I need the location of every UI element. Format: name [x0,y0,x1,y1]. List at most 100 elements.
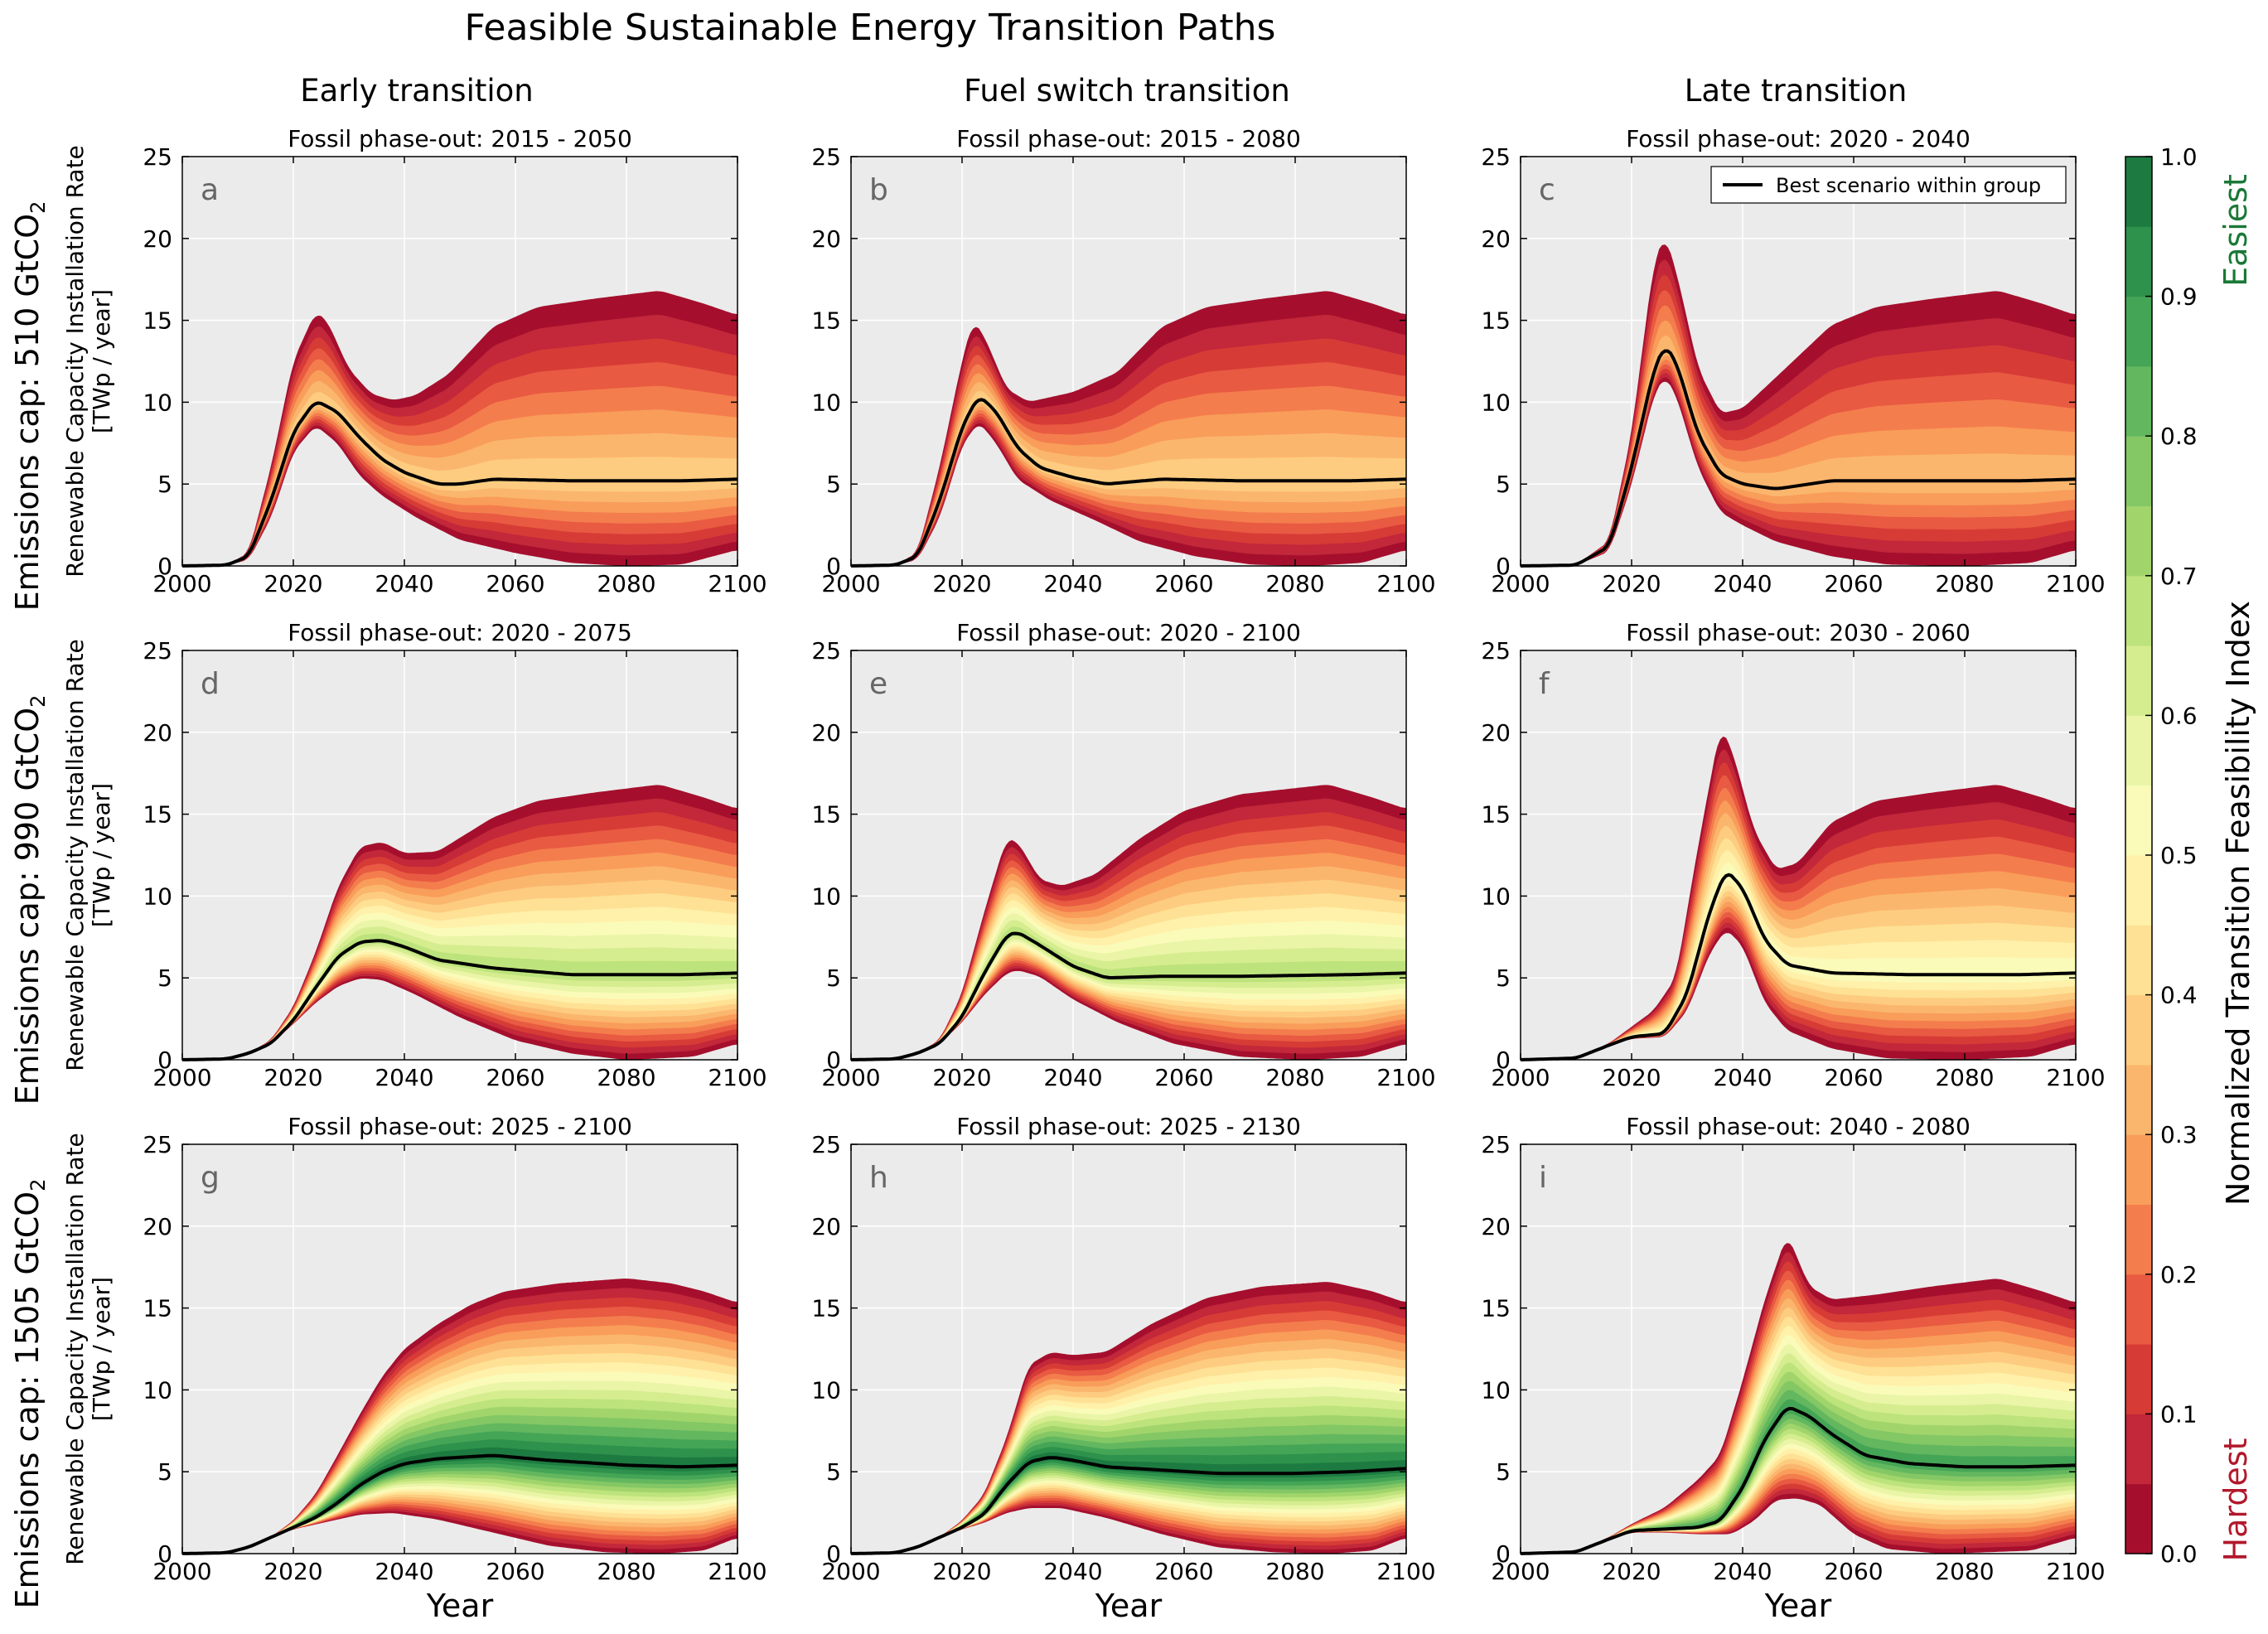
easiest-label-group: Easiest [2217,174,2254,287]
y-tick-label: 10 [143,882,172,910]
row-title-1: Emissions cap: 510 GtCO2 [9,201,50,612]
x-tick-label: 2020 [932,570,991,597]
y-tick-label: 15 [143,307,172,335]
colorbar-segment [2125,575,2152,646]
plot-frame [1520,1143,2077,1554]
x-tick-label: 2060 [1824,570,1883,597]
y-tick-label: 20 [811,225,841,253]
panel-subtitle: Fossil phase-out: 2040 - 2080 [1626,1113,1971,1140]
x-tick-label: 2100 [708,1558,766,1585]
panel-a: 2000 2020 2040 2060 2080 2100 0 5 10 15 20 25 Fossil… [61,125,767,597]
panel-letter: h [869,1161,888,1195]
y-tick-label: 15 [811,307,841,335]
y-tick-label: 20 [811,719,841,747]
colorbar: 0.0 0.1 0.2 0.3 0.4 0.5 0.6 0.7 0.8 0.9 1.0 [2125,143,2198,1568]
best-scenario-line [1521,873,2076,1061]
x-tick-label: 2000 [821,1558,880,1585]
colorbar-segment [2125,855,2152,926]
colorbar-segment [2125,1204,2152,1275]
y-tick-label: 5 [1496,471,1511,498]
colorbar-label-group: Normalized Transition Feasibility Index [2220,601,2256,1206]
y-tick-label: 10 [143,1376,172,1404]
y-tick-label: 0 [157,1540,172,1568]
best-scenario-line [182,1453,737,1555]
y-tick-label: 5 [826,471,841,498]
y-tick-label: 15 [811,801,841,829]
colorbar-segment [2125,1064,2152,1135]
x-tick-label: 2100 [1376,1064,1435,1091]
x-tick-label: 2000 [152,1558,211,1585]
y-tick-label: 5 [1496,1458,1511,1486]
y-axis-label-line2: [TWp / year] [88,783,115,927]
colorbar-segment [2125,157,2152,227]
x-tick-label: 2100 [1376,1558,1435,1585]
panel-subtitle: Fossil phase-out: 2015 - 2050 [288,125,632,152]
y-tick-label: 15 [1481,307,1511,335]
y-axis-label-line1: Renewable Capacity Installation Rate [61,145,89,578]
x-tick-label: 2000 [821,1064,880,1091]
y-tick-label: 0 [157,553,172,580]
colorbar-tick-label: 0.8 [2160,423,2198,450]
y-tick-label: 10 [811,389,841,416]
y-tick-label: 15 [1481,1295,1511,1322]
x-tick-label: 2060 [1154,570,1213,597]
x-tick-label: 2040 [1043,1064,1102,1091]
y-tick-label: 5 [826,1458,841,1486]
y-tick-label: 15 [1481,801,1511,829]
legend-box [1710,166,2067,204]
x-tick-label: 2060 [486,570,544,597]
best-scenario-line [1520,349,2076,568]
panel-subtitle: Fossil phase-out: 2020 - 2100 [956,619,1301,646]
plot-frame [181,650,738,1061]
y-tick-label: 15 [811,1295,841,1322]
x-tick-label: 2080 [1935,1558,1994,1585]
panel-letter: f [1539,667,1550,701]
y-tick-label: 25 [811,1131,841,1158]
x-tick-label: 2100 [708,1064,766,1091]
column-title-3: Late transition [1685,73,1908,109]
colorbar-segment [2125,1134,2152,1205]
y-tick-label: 25 [811,143,841,171]
colorbar-tick-label: 0.4 [2160,982,2198,1009]
x-tick-label: 2040 [1713,1558,1772,1585]
colorbar-segment [2125,925,2152,996]
y-axis-label: Renewable Capacity Installation Rate [TWp… [61,639,115,1071]
colorbar-tick-label: 1.0 [2160,143,2198,171]
panel-letter: d [201,667,220,701]
figure-title: Feasible Sustainable Energy Transition P… [465,7,1276,49]
y-tick-label: 25 [811,637,841,665]
x-tick-label: 2060 [486,1064,544,1091]
y-tick-label: 0 [1496,1540,1511,1568]
x-tick-label: 2020 [1602,1558,1661,1585]
x-tick-label: 2100 [2046,570,2105,597]
x-tick-label: 2080 [1935,1064,1994,1091]
y-tick-label: 0 [826,1540,841,1568]
colorbar-segment [2125,296,2152,367]
panel-b: 2000 2020 2040 2060 2080 2100 0 5 10 15 20 25 Fossil… [811,125,1435,597]
y-tick-label: 25 [1481,143,1511,171]
panel-subtitle: Fossil phase-out: 2025 - 2100 [288,1113,632,1140]
x-tick-label: 2000 [1491,1064,1550,1091]
best-scenario-line [851,1456,1407,1555]
x-axis-label: Year [426,1588,494,1624]
legend-label: Best scenario within group [1776,174,2041,197]
y-tick-label: 5 [157,471,172,498]
panel-c: 2000 2020 2040 2060 2080 2100 0 5 10 15 20 25 Fossil… [1481,125,2105,597]
colorbar-tick-label: 0.3 [2160,1121,2198,1148]
x-tick-label: 2100 [2046,1064,2105,1091]
y-tick-label: 15 [143,1295,172,1322]
panel-subtitle: Fossil phase-out: 2015 - 2080 [956,125,1301,152]
row-title-1-group: Emissions cap: 510 GtCO2 [9,201,50,612]
x-tick-label: 2060 [486,1558,544,1585]
x-tick-label: 2080 [1935,570,1994,597]
row-title-3-group: Emissions cap: 1505 GtCO2 [9,1179,50,1609]
row-title-2: Emissions cap: 990 GtCO2 [9,695,50,1105]
panel-subtitle: Fossil phase-out: 2030 - 2060 [1626,619,1971,646]
x-axis-label: Year [1095,1588,1163,1624]
y-tick-label: 20 [143,1213,172,1240]
hardest-label: Hardest [2217,1438,2254,1561]
colorbar-tick-label: 0.7 [2160,563,2198,590]
colorbar-tick-label: 0.5 [2160,842,2198,869]
y-axis-label-line2: [TWp / year] [88,289,115,433]
x-tick-label: 2020 [1602,570,1661,597]
